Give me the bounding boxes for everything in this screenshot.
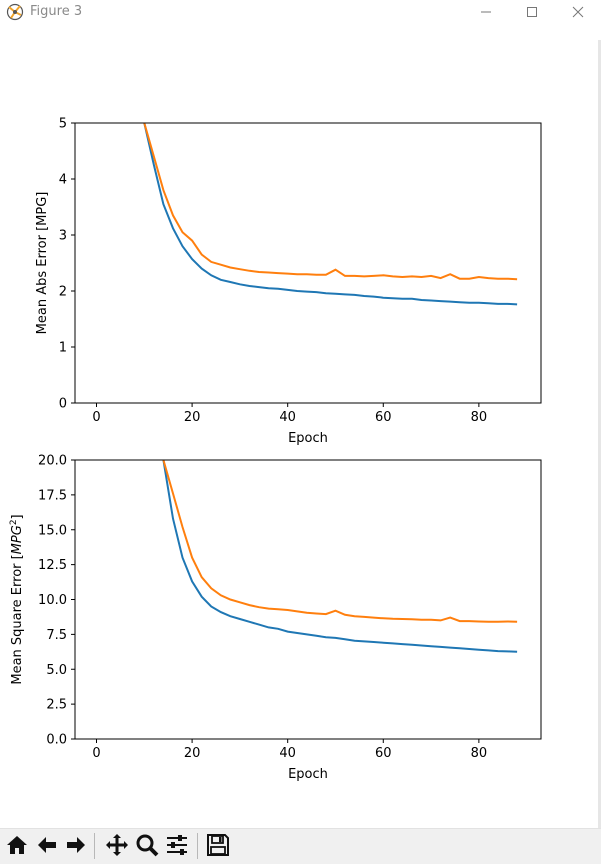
home-icon <box>7 836 27 854</box>
y-tick-label: 5.0 <box>46 663 67 678</box>
series-line-2 <box>162 460 518 623</box>
close-button[interactable] <box>555 0 601 24</box>
save-icon <box>207 834 229 856</box>
window-title: Figure 3 <box>30 4 83 19</box>
y-tick-label: 20.0 <box>38 454 67 469</box>
minimize-button[interactable] <box>463 0 509 24</box>
y-tick-label: 17.5 <box>38 488 67 503</box>
toolbar-separator <box>197 833 198 859</box>
x-tick-label: 80 <box>471 746 488 761</box>
axes-frame <box>74 122 542 404</box>
y-tick-label: 1 <box>59 341 67 356</box>
x-tick-label: 0 <box>92 410 100 425</box>
x-tick-label: 40 <box>279 746 296 761</box>
x-tick-label: 20 <box>184 410 201 425</box>
y-tick-label: 10.0 <box>38 593 67 608</box>
app-icon <box>6 3 24 21</box>
x-axis-label: Epoch <box>288 767 328 782</box>
pan-icon <box>106 834 128 856</box>
back-arrow-icon <box>38 837 56 853</box>
y-tick-label: 5 <box>59 117 67 132</box>
pan-button[interactable] <box>103 831 131 859</box>
subplot-1: 0 20 40 60 80 0 1 2 3 4 5 Epoch Mean Abs Error [MPG] <box>35 117 542 446</box>
window-edge <box>598 40 601 828</box>
maximize-icon <box>527 7 537 17</box>
configure-subplots-button[interactable] <box>163 831 191 859</box>
save-button[interactable] <box>204 831 232 859</box>
home-button[interactable] <box>3 831 31 859</box>
x-tick-label: 80 <box>471 410 488 425</box>
y-axis-label: Mean Abs Error [MPG] <box>35 192 50 335</box>
navigation-toolbar <box>0 828 601 864</box>
y-tick-label: 2.5 <box>46 698 67 713</box>
y-tick-label: 4 <box>59 173 67 188</box>
x-tick-label: 40 <box>279 410 296 425</box>
back-button[interactable] <box>33 831 61 859</box>
y-tick-label: 7.5 <box>46 628 67 643</box>
configure-subplots-icon <box>167 835 187 855</box>
close-icon <box>572 6 584 18</box>
y-tick-label: 0.0 <box>46 733 67 748</box>
y-tick-label: 3 <box>59 229 67 244</box>
forward-arrow-icon <box>67 837 85 853</box>
x-tick-label: 0 <box>92 746 100 761</box>
x-tick-label: 60 <box>375 410 392 425</box>
series-line-1 <box>162 460 518 653</box>
series-line-1 <box>143 123 518 306</box>
x-axis-label: Epoch <box>288 431 328 446</box>
maximize-button[interactable] <box>509 0 555 24</box>
zoom-icon <box>136 834 159 857</box>
figure-canvas: 0 20 40 60 80 0 1 2 3 4 5 Epoch Mean Abs Error [MPG]… <box>9 117 542 782</box>
axes-frame <box>74 459 542 740</box>
y-axis-label: Mean Square Error [MPG2] <box>9 514 25 684</box>
forward-button[interactable] <box>62 831 90 859</box>
minimize-icon <box>481 11 491 13</box>
y-tick-label: 2 <box>59 285 67 300</box>
window-titlebar: Figure 3 <box>0 0 601 24</box>
y-tick-label: 0 <box>59 397 67 412</box>
y-tick-label: 15.0 <box>38 523 67 538</box>
x-tick-label: 20 <box>184 746 201 761</box>
toolbar-separator <box>94 833 95 859</box>
x-tick-label: 60 <box>375 746 392 761</box>
y-tick-label: 12.5 <box>38 558 67 573</box>
zoom-button[interactable] <box>133 831 161 859</box>
series-line-2 <box>143 123 518 281</box>
subplot-2: 0 20 40 60 80 0.0 2.5 5.0 7.5 10.0 12.5 15.0 17.5 20.… <box>9 454 542 782</box>
